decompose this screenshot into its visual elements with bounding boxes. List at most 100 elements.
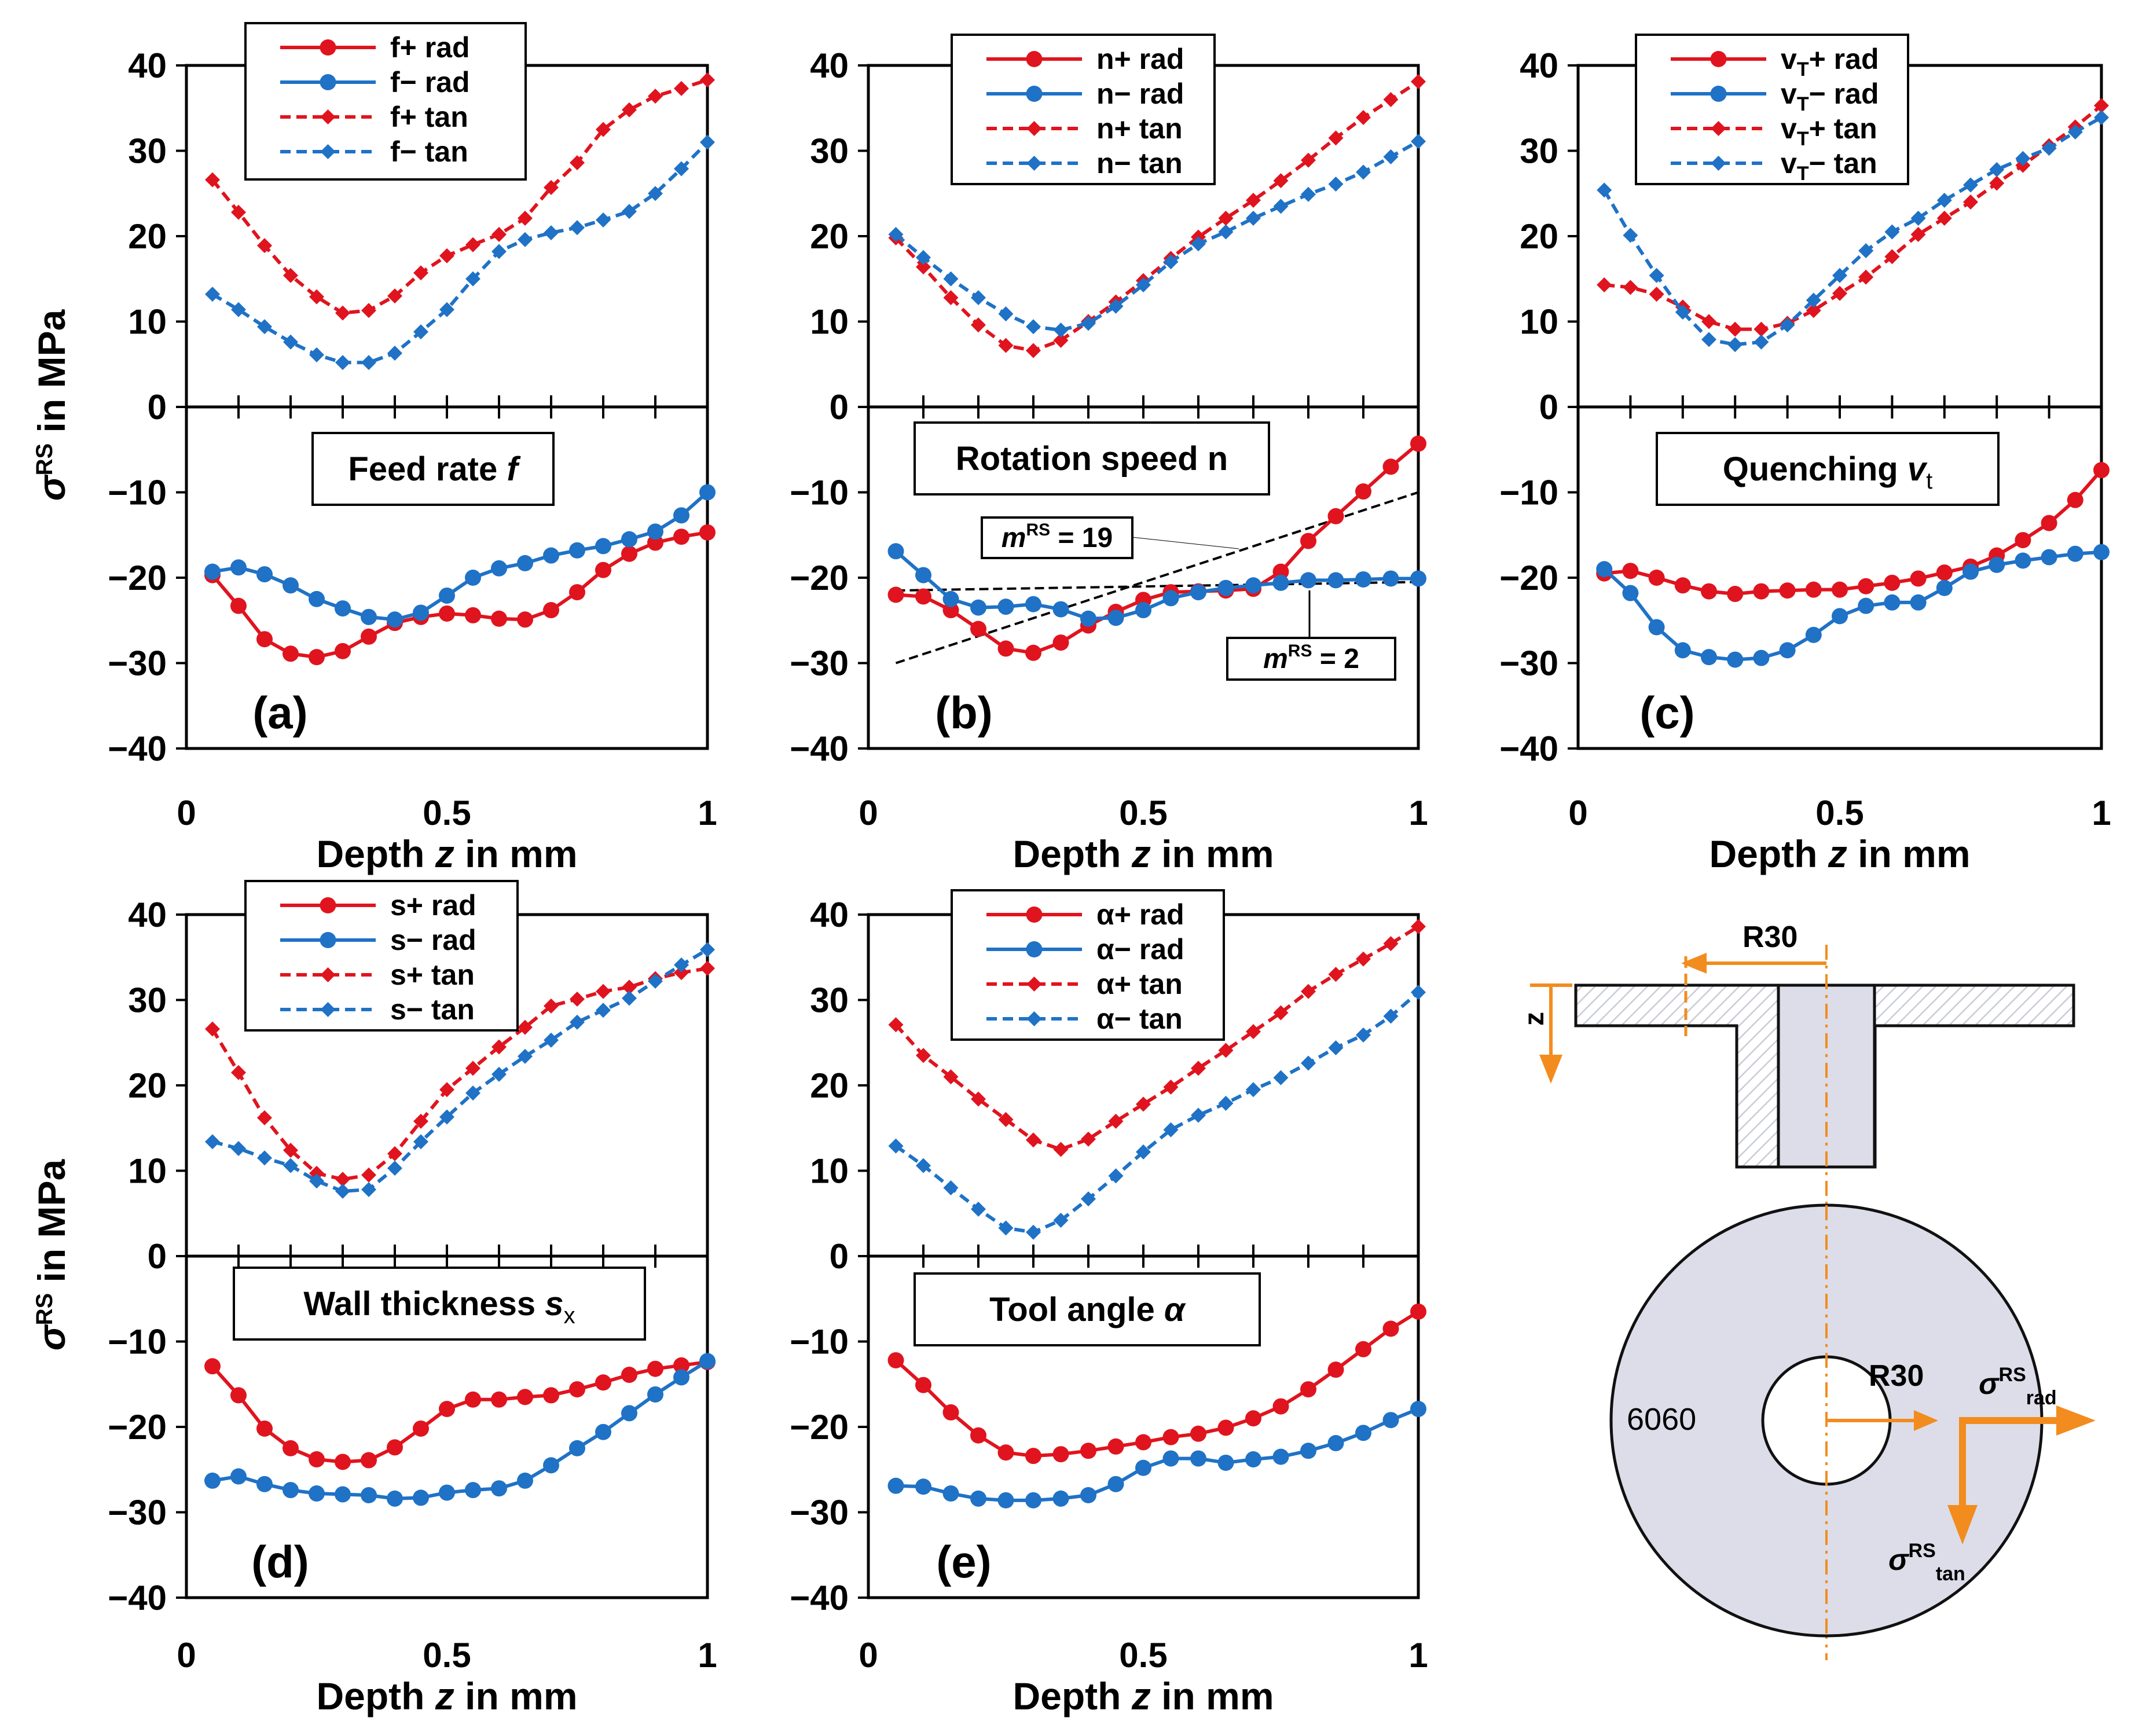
- legend-marker: [1710, 86, 1727, 102]
- data-point: [231, 1065, 246, 1080]
- legend-label: f− tan: [390, 135, 468, 168]
- y-tick-label: 40: [128, 46, 167, 85]
- y-tick-label: 20: [810, 1066, 849, 1105]
- legend-marker: [1026, 86, 1043, 102]
- data-point: [1081, 1191, 1096, 1207]
- data-point: [998, 1112, 1014, 1127]
- data-point: [1053, 1142, 1069, 1157]
- data-point: [1355, 1425, 1371, 1441]
- data-point: [1245, 1410, 1261, 1427]
- y-tick-label: 30: [810, 981, 849, 1020]
- data-point: [943, 290, 959, 306]
- legend-marker: [320, 932, 336, 948]
- data-point: [413, 1113, 428, 1129]
- data-point: [491, 1391, 507, 1408]
- legend-marker: [1026, 977, 1042, 992]
- data-point: [596, 983, 611, 999]
- y-tick-label: 20: [810, 217, 849, 256]
- data-point: [997, 1492, 1014, 1509]
- y-tick-label: 30: [128, 132, 167, 171]
- y-tick-label: −20: [108, 1408, 167, 1447]
- data-point: [1884, 249, 1900, 265]
- data-point: [1052, 601, 1069, 618]
- data-point: [1832, 285, 1847, 301]
- data-point: [1596, 561, 1613, 578]
- x-tick-label: 0.5: [1119, 1636, 1167, 1675]
- data-point: [1989, 556, 2005, 573]
- data-point: [1025, 644, 1041, 661]
- data-point: [335, 600, 351, 617]
- data-point: [595, 561, 611, 578]
- data-point: [1411, 134, 1426, 149]
- data-point: [2015, 151, 2031, 166]
- data-point: [1162, 590, 1179, 607]
- data-point: [1383, 149, 1399, 164]
- data-point: [1218, 211, 1234, 226]
- data-point: [1832, 608, 1848, 625]
- data-point: [970, 1427, 986, 1444]
- data-point: [2094, 109, 2109, 125]
- data-point: [1884, 224, 1900, 240]
- data-point: [596, 1003, 611, 1018]
- data-point: [1273, 1070, 1289, 1085]
- data-point: [621, 1367, 637, 1383]
- data-point: [1108, 298, 1124, 314]
- data-point: [673, 1357, 689, 1374]
- y-tick-label: −10: [1499, 474, 1558, 512]
- data-point: [465, 1060, 480, 1076]
- data-point: [1135, 602, 1151, 619]
- legend-marker: [1026, 51, 1043, 67]
- data-point: [543, 602, 559, 619]
- data-point: [465, 271, 480, 287]
- data-point: [2041, 515, 2057, 531]
- data-point: [1080, 1443, 1096, 1459]
- data-point: [439, 1109, 454, 1125]
- series-line: [211, 78, 708, 315]
- data-point: [204, 1358, 221, 1375]
- data-point: [1245, 577, 1261, 594]
- data-point: [491, 227, 507, 243]
- data-point: [491, 1039, 507, 1055]
- y-tick-label: 10: [810, 1152, 849, 1191]
- data-point: [916, 1048, 931, 1063]
- data-point: [1218, 1095, 1234, 1111]
- data-point: [1191, 1107, 1206, 1123]
- data-point: [283, 1440, 299, 1456]
- data-point: [1910, 227, 1926, 243]
- data-point: [1753, 649, 1770, 666]
- data-point: [1052, 1446, 1069, 1463]
- legend-label: vT+ tan: [1781, 112, 1877, 150]
- data-point: [204, 563, 221, 580]
- data-point: [942, 590, 959, 607]
- data-point: [1273, 173, 1289, 189]
- data-point: [943, 1069, 959, 1085]
- data-point: [465, 607, 481, 623]
- legend-marker: [1026, 156, 1042, 171]
- data-point: [1217, 579, 1234, 596]
- data-point: [1217, 1419, 1234, 1436]
- y-tick-label: 40: [810, 46, 849, 85]
- legend-marker: [320, 109, 336, 124]
- data-point: [1217, 1454, 1234, 1471]
- y-tick-label: −10: [790, 1323, 849, 1361]
- data-point: [1301, 1055, 1316, 1071]
- data-point: [1300, 533, 1316, 549]
- data-point: [569, 584, 585, 601]
- panel-label: (e): [936, 1536, 991, 1587]
- data-point: [361, 1167, 376, 1183]
- data-point: [361, 1452, 377, 1469]
- data-point: [647, 534, 663, 551]
- y-tick-label: −20: [790, 1408, 849, 1447]
- data-point: [1136, 1144, 1151, 1160]
- y-tick-label: −20: [1499, 559, 1558, 597]
- data-point: [674, 965, 689, 981]
- data-point: [1246, 193, 1261, 208]
- data-point: [439, 605, 455, 622]
- data-point: [230, 1468, 247, 1485]
- data-point: [1649, 287, 1664, 302]
- data-point: [700, 960, 715, 976]
- data-point: [1301, 186, 1316, 202]
- data-point: [1910, 211, 1926, 226]
- x-tick-label: 1: [1408, 1636, 1428, 1675]
- data-point: [283, 334, 298, 350]
